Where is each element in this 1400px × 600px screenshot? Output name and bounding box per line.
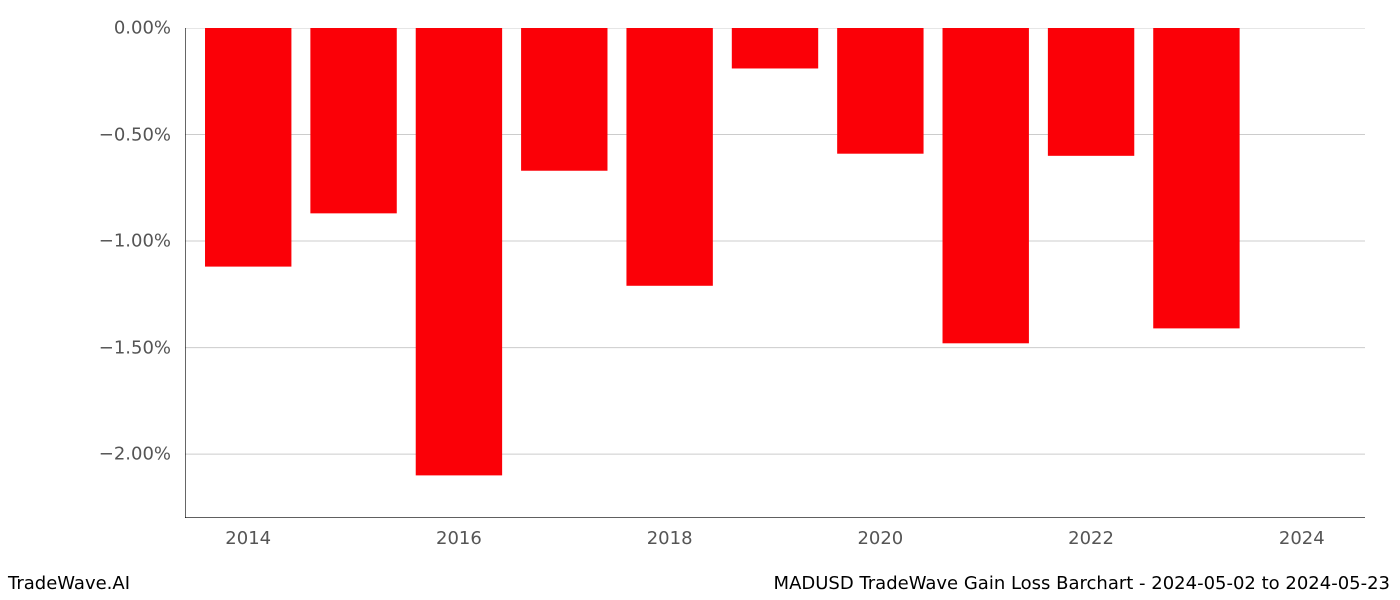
y-tick-label: −2.00% (0, 444, 171, 465)
y-tick-label: −0.50% (0, 124, 171, 145)
y-tick-label: 0.00% (0, 18, 171, 39)
y-tick-label: −1.50% (0, 337, 171, 358)
x-tick-label: 2014 (225, 528, 271, 549)
gain-loss-barchart: 0.00% −0.50% −1.00% −1.50% −2.00% 2014 2016 20… (0, 0, 1400, 600)
plot-area (185, 28, 1365, 518)
x-tick-label: 2016 (436, 528, 482, 549)
x-tick-label: 2024 (1279, 528, 1325, 549)
x-tick-label: 2020 (857, 528, 903, 549)
footer-caption: MADUSD TradeWave Gain Loss Barchart - 20… (774, 573, 1390, 594)
x-tick-label: 2018 (647, 528, 693, 549)
x-tick-label: 2022 (1068, 528, 1114, 549)
y-tick-label: −1.00% (0, 231, 171, 252)
footer-brand: TradeWave.AI (8, 573, 130, 594)
